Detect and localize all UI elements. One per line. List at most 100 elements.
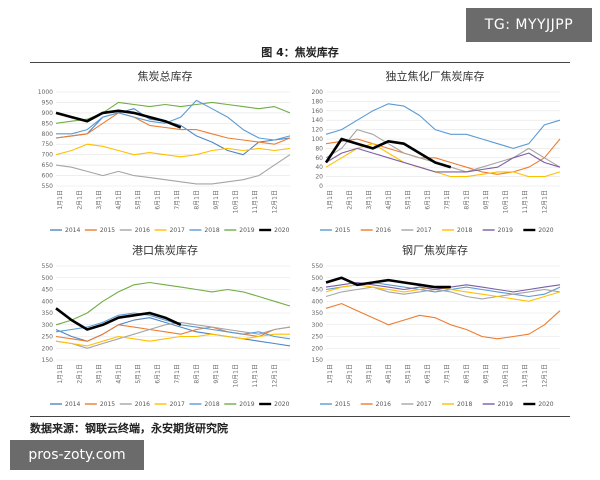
chart-port-coke-inventory: 港口焦炭库存 150 200 250 300 350 400 450 500 550 1月1日 2月1… bbox=[42, 243, 291, 408]
x-tick-label: 8月1日 bbox=[193, 364, 200, 384]
y-tick-label: 850 bbox=[42, 120, 54, 127]
y-tick-label: 20 bbox=[315, 174, 323, 181]
series-line-2018 bbox=[55, 312, 291, 340]
legend-label: 2019 bbox=[239, 227, 254, 234]
x-tick-label: 3月1日 bbox=[366, 364, 373, 384]
y-tick-label: 550 bbox=[312, 263, 324, 270]
x-tick-label: 2月1日 bbox=[346, 364, 353, 384]
x-tick-label: 12月1日 bbox=[541, 364, 548, 387]
x-tick-label: 7月1日 bbox=[444, 190, 451, 210]
y-tick-label: 450 bbox=[42, 287, 54, 294]
chart-total-coke-inventory: 焦炭总库存 550 600 650 700 750 800 850 900 950 1000 1月1日… bbox=[38, 69, 291, 234]
series-line-2020 bbox=[324, 137, 452, 169]
legend-label: 2017 bbox=[170, 401, 185, 408]
figure-top-rule bbox=[30, 62, 570, 63]
legend-label: 2016 bbox=[135, 401, 150, 408]
x-tick-label: 7月1日 bbox=[174, 364, 181, 384]
chart-independent-coker-inventory: 独立焦化厂焦炭库存 0 20 40 60 80 100 120 140 160 180 200 1月1日… bbox=[312, 69, 561, 234]
x-tick-label: 6月1日 bbox=[154, 364, 161, 384]
x-tick-label: 5月1日 bbox=[135, 190, 142, 210]
x-tick-label: 12月1日 bbox=[541, 190, 548, 213]
x-tick-label: 7月1日 bbox=[174, 190, 181, 210]
x-tick-label: 3月1日 bbox=[96, 364, 103, 384]
x-tick-label: 1月1日 bbox=[57, 364, 64, 384]
x-tick-label: 3月1日 bbox=[96, 190, 103, 210]
legend-label: 2016 bbox=[376, 227, 391, 234]
y-tick-label: 140 bbox=[312, 117, 324, 124]
x-tick-label: 8月1日 bbox=[463, 364, 470, 384]
x-tick-label: 6月1日 bbox=[424, 190, 431, 210]
x-tick-label: 6月1日 bbox=[424, 364, 431, 384]
series-line-2020 bbox=[55, 109, 182, 129]
x-tick-label: 2月1日 bbox=[346, 190, 353, 210]
chart-title: 港口焦炭库存 bbox=[132, 243, 198, 257]
x-tick-label: 10月1日 bbox=[232, 364, 239, 387]
y-tick-label: 300 bbox=[312, 322, 324, 329]
legend-label: 2014 bbox=[65, 401, 80, 408]
y-tick-label: 250 bbox=[42, 334, 54, 341]
x-tick-label: 1月1日 bbox=[327, 190, 334, 210]
y-tick-label: 800 bbox=[42, 131, 54, 138]
legend-label: 2016 bbox=[376, 401, 391, 408]
x-tick-label: 10月1日 bbox=[232, 190, 239, 213]
y-tick-label: 700 bbox=[42, 152, 54, 159]
legend-label: 2019 bbox=[498, 227, 513, 234]
legend-label: 2018 bbox=[204, 227, 219, 234]
x-tick-label: 5月1日 bbox=[405, 190, 412, 210]
y-tick-label: 300 bbox=[42, 322, 54, 329]
legend-label: 2018 bbox=[457, 401, 472, 408]
y-tick-label: 200 bbox=[42, 345, 54, 352]
y-tick-label: 500 bbox=[42, 275, 54, 282]
x-tick-label: 6月1日 bbox=[154, 190, 161, 210]
x-tick-label: 10月1日 bbox=[502, 364, 509, 387]
legend-label: 2020 bbox=[274, 227, 289, 234]
series-line-2016 bbox=[325, 303, 561, 340]
x-tick-label: 4月1日 bbox=[115, 364, 122, 384]
legend-label: 2017 bbox=[416, 401, 431, 408]
y-tick-label: 900 bbox=[42, 110, 54, 117]
x-tick-label: 11月1日 bbox=[522, 364, 529, 387]
y-tick-label: 350 bbox=[42, 310, 54, 317]
y-tick-label: 400 bbox=[312, 298, 324, 305]
x-tick-label: 9月1日 bbox=[213, 190, 220, 210]
legend-label: 2020 bbox=[538, 227, 553, 234]
y-tick-label: 150 bbox=[312, 357, 324, 364]
x-tick-label: 8月1日 bbox=[193, 190, 200, 210]
y-tick-label: 250 bbox=[312, 334, 324, 341]
y-tick-label: 180 bbox=[312, 98, 324, 105]
y-tick-label: 750 bbox=[42, 141, 54, 148]
series-line-2015 bbox=[55, 112, 291, 145]
y-tick-label: 350 bbox=[312, 310, 324, 317]
series-line-2019 bbox=[325, 147, 561, 173]
y-tick-label: 40 bbox=[315, 164, 323, 171]
x-tick-label: 5月1日 bbox=[405, 364, 412, 384]
x-tick-label: 5月1日 bbox=[135, 364, 142, 384]
series-line-2019 bbox=[55, 281, 291, 326]
legend-label: 2020 bbox=[274, 401, 289, 408]
y-tick-label: 550 bbox=[42, 263, 54, 270]
y-tick-label: 600 bbox=[42, 173, 54, 180]
x-tick-label: 9月1日 bbox=[213, 364, 220, 384]
chart-title: 钢厂焦炭库存 bbox=[402, 243, 468, 257]
legend-label: 2016 bbox=[135, 227, 150, 234]
y-tick-label: 400 bbox=[42, 298, 54, 305]
series-line-2020 bbox=[325, 276, 451, 289]
y-tick-label: 550 bbox=[42, 183, 54, 190]
y-tick-label: 100 bbox=[312, 136, 324, 143]
x-tick-label: 11月1日 bbox=[522, 190, 529, 213]
legend-label: 2015 bbox=[335, 227, 350, 234]
figure-bottom-rule bbox=[30, 416, 570, 417]
legend-label: 2018 bbox=[204, 401, 219, 408]
watermark-tag: TG: MYYJJPP bbox=[466, 8, 592, 42]
series-line-2017 bbox=[55, 333, 290, 347]
series-line-2015 bbox=[325, 103, 561, 149]
x-tick-label: 11月1日 bbox=[252, 190, 259, 213]
x-tick-label: 10月1日 bbox=[502, 190, 509, 213]
x-tick-label: 9月1日 bbox=[483, 190, 490, 210]
legend-label: 2019 bbox=[498, 401, 513, 408]
series-line-2016 bbox=[55, 154, 291, 185]
series-line-2017 bbox=[55, 143, 291, 158]
chart-title: 独立焦化厂焦炭库存 bbox=[386, 69, 485, 83]
y-tick-label: 450 bbox=[312, 287, 324, 294]
x-tick-label: 4月1日 bbox=[385, 364, 392, 384]
